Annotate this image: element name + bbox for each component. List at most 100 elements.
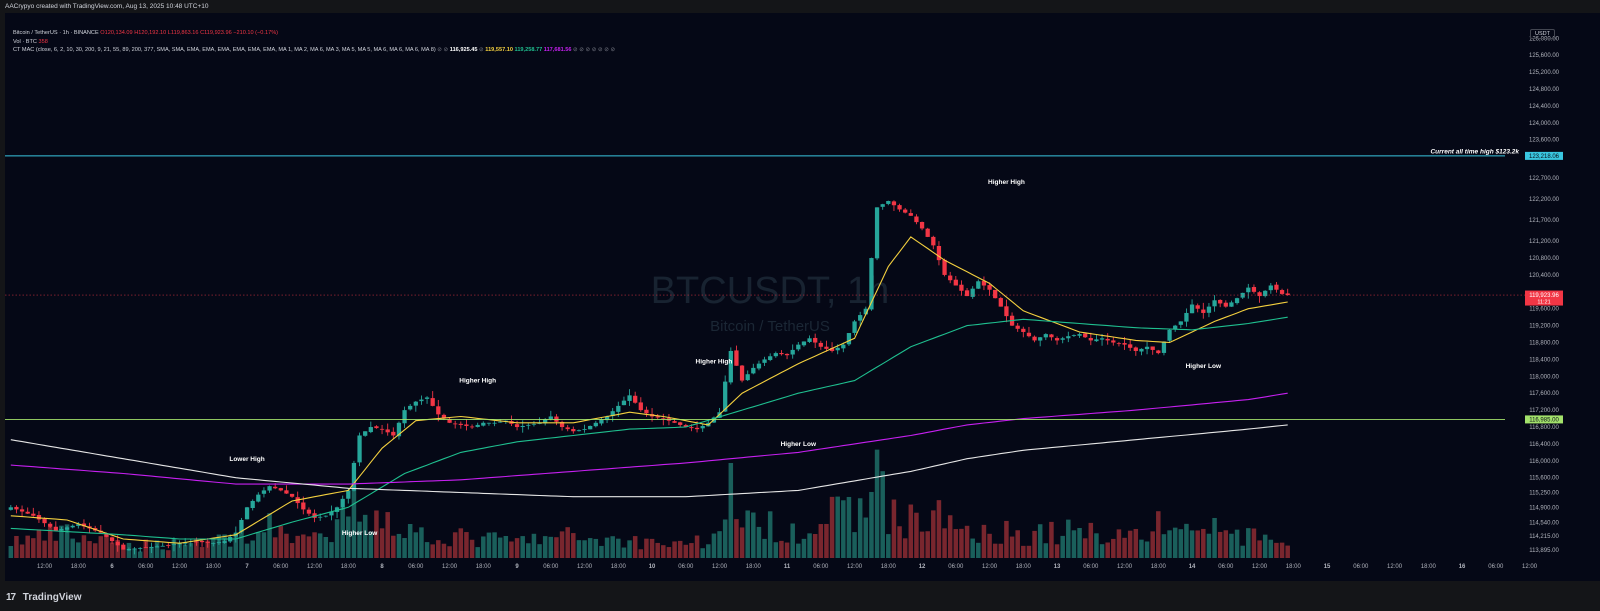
x-tick-label: 06:00	[1488, 564, 1504, 570]
y-tick-label: 118,800.00	[1529, 341, 1559, 347]
candle-body	[1049, 334, 1054, 338]
volume-bar	[177, 544, 182, 558]
candle-body	[790, 349, 795, 355]
volume-bar	[239, 531, 244, 558]
candle-body	[734, 350, 739, 366]
candle-body	[852, 321, 857, 333]
candle-body	[1060, 338, 1065, 340]
candle-body	[689, 427, 694, 429]
x-tick-label: 8	[380, 564, 384, 570]
volume-bar	[1274, 542, 1279, 558]
volume-bar	[160, 549, 165, 558]
volume-bar	[953, 529, 959, 558]
candle-body	[194, 541, 199, 543]
visibility-icons[interactable]: ⊘ ⊘ ⊘ ⊘ ⊘ ⊘ ⊘	[573, 47, 616, 53]
legend-ma-label[interactable]: CT MAC (close, 6, 2, 10, 30, 200, 9, 21,…	[13, 47, 436, 53]
candle-body	[1099, 338, 1105, 340]
volume-bar	[475, 547, 480, 558]
candle-body	[464, 424, 469, 426]
candle-body	[1173, 325, 1178, 330]
x-tick-label: 06:00	[678, 564, 694, 570]
volume-bar	[267, 513, 272, 558]
volume-bar	[1077, 527, 1082, 558]
volume-bar	[717, 531, 722, 558]
candle-body	[1156, 350, 1161, 354]
volume-bar	[211, 539, 216, 558]
volume-bar	[137, 551, 143, 558]
volume-bar	[351, 485, 357, 558]
volume-bar	[981, 524, 987, 558]
legend-symbol[interactable]: Bitcoin / TetherUS · 1h · BINANCE	[13, 30, 99, 36]
volume-bar	[1257, 540, 1262, 558]
volume-bar	[1246, 528, 1251, 558]
price-chart[interactable]: BTCUSDT, 1h Bitcoin / TetherUS 123,218.06 C…	[5, 13, 1600, 581]
volume-bar	[1037, 524, 1043, 558]
visibility-icon[interactable]: ⊘	[479, 47, 484, 53]
candle-body	[1246, 287, 1251, 293]
volume-bar	[42, 540, 47, 558]
volume-bar	[486, 532, 492, 558]
y-tick-label: 117,200.00	[1529, 408, 1559, 414]
candle-body	[768, 356, 773, 360]
currency-button[interactable]: USDT	[1530, 29, 1555, 39]
candle-body	[486, 422, 492, 424]
volume-bar	[1116, 529, 1122, 558]
volume-bar	[1184, 523, 1189, 558]
x-tick-label: 18:00	[476, 564, 492, 570]
x-tick-label: 16	[1459, 564, 1466, 570]
chart-area[interactable]: BTCUSDT, 1h Bitcoin / TetherUS 123,218.06 C…	[5, 13, 1600, 581]
candle-body	[244, 507, 250, 520]
candle-body	[138, 547, 143, 549]
x-tick-label: 14	[1189, 564, 1196, 570]
candle-body	[897, 205, 902, 210]
candle-body	[261, 490, 267, 494]
candle-body	[1206, 306, 1212, 313]
volume-bar	[548, 536, 554, 558]
swing-annotation: Higher Low	[342, 530, 378, 537]
candle-body	[593, 422, 598, 427]
candle-body	[374, 426, 379, 429]
visibility-icon[interactable]: ⊘ ⊘	[437, 47, 449, 53]
y-tick-label: 121,200.00	[1529, 239, 1560, 245]
volume-bar	[998, 543, 1004, 558]
x-tick-label: 6	[110, 564, 114, 570]
candle-body	[616, 405, 621, 412]
volume-bar	[402, 538, 407, 558]
volume-bar	[87, 541, 92, 558]
candle-body	[1167, 329, 1172, 341]
candle-body	[31, 513, 36, 516]
candle-body	[846, 333, 852, 345]
candle-body	[959, 284, 964, 291]
candle-body	[565, 427, 570, 430]
candle-body	[408, 405, 413, 410]
volume-bar	[706, 544, 711, 558]
candle-body	[211, 543, 216, 545]
volume-bar	[942, 528, 947, 558]
volume-bar	[1206, 533, 1212, 558]
tradingview-logo[interactable]: 17 TradingView	[6, 592, 82, 603]
candle-body	[588, 425, 593, 430]
x-tick-label: 06:00	[1353, 564, 1369, 570]
candle-body	[526, 424, 531, 426]
candle-body	[993, 289, 998, 299]
candle-body	[683, 425, 688, 428]
candle-body	[143, 547, 148, 549]
swing-annotation: Higher High	[696, 359, 733, 366]
volume-bar	[1049, 521, 1054, 558]
candle-body	[357, 435, 362, 463]
volume-bar	[1032, 530, 1037, 558]
volume-bar	[59, 525, 64, 558]
candle-body	[745, 374, 750, 381]
candle-body	[863, 308, 868, 315]
x-tick-label: 06:00	[408, 564, 424, 570]
volume-bar	[919, 531, 925, 558]
candle-body	[379, 428, 385, 430]
legend-volume-label[interactable]: Vol · BTC	[13, 38, 37, 45]
y-tick-label: 114,540.00	[1529, 521, 1559, 527]
volume-bar	[452, 532, 458, 558]
candle-body	[419, 399, 424, 402]
volume-bar	[520, 536, 525, 558]
x-tick-label: 18:00	[71, 564, 87, 570]
y-tick-label: 116,000.00	[1529, 459, 1559, 465]
volume-bar	[824, 523, 829, 558]
